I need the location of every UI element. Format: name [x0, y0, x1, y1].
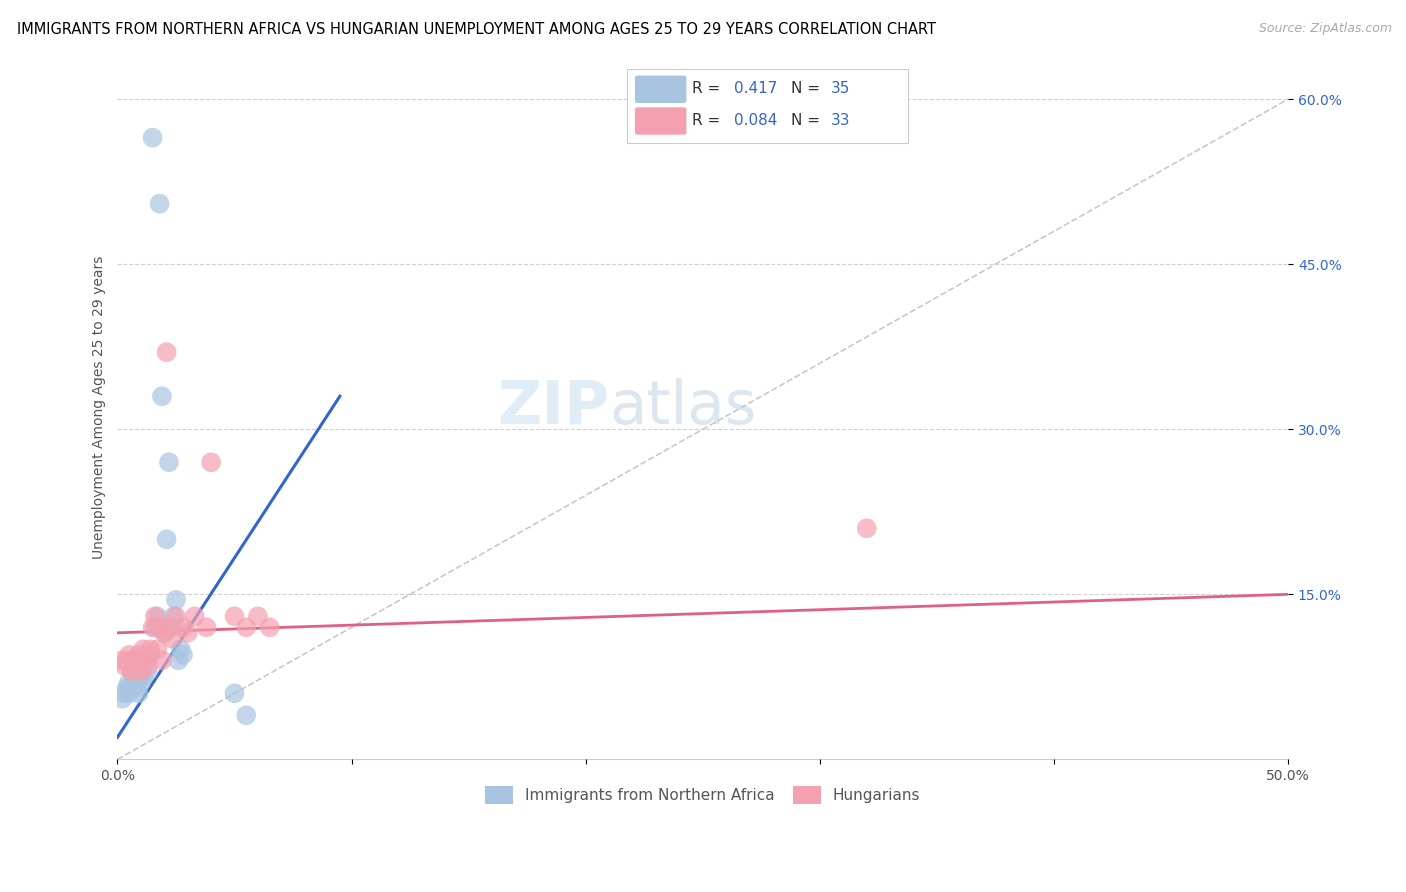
FancyBboxPatch shape	[627, 70, 908, 144]
Point	[146, 609, 169, 624]
Legend: Immigrants from Northern Africa, Hungarians: Immigrants from Northern Africa, Hungari…	[478, 779, 928, 812]
Point	[136, 665, 159, 679]
Text: 0.417: 0.417	[734, 81, 778, 96]
Point	[128, 648, 150, 662]
Point	[224, 686, 246, 700]
Text: N =: N =	[790, 113, 824, 128]
Point	[135, 653, 157, 667]
Point	[125, 653, 148, 667]
Point	[125, 681, 148, 695]
Point	[259, 620, 281, 634]
Point	[132, 670, 155, 684]
Point	[125, 665, 148, 679]
Point	[136, 658, 159, 673]
Text: ZIP: ZIP	[498, 377, 609, 437]
Point	[143, 609, 166, 624]
Point	[122, 658, 145, 673]
Text: R =: R =	[692, 81, 725, 96]
Point	[150, 389, 173, 403]
Point	[143, 620, 166, 634]
Point	[153, 625, 176, 640]
Point	[121, 665, 143, 679]
Text: N =: N =	[790, 81, 824, 96]
Point	[156, 345, 179, 359]
Point	[146, 642, 169, 657]
Point	[129, 658, 152, 673]
Point	[142, 130, 165, 145]
Point	[172, 648, 194, 662]
Point	[246, 609, 269, 624]
Text: Source: ZipAtlas.com: Source: ZipAtlas.com	[1258, 22, 1392, 36]
Point	[118, 675, 141, 690]
Point	[132, 642, 155, 657]
Point	[115, 653, 138, 667]
Point	[111, 653, 134, 667]
Point	[157, 455, 180, 469]
Point	[153, 625, 176, 640]
Point	[165, 592, 187, 607]
Point	[156, 533, 179, 547]
Point	[169, 642, 191, 657]
Point	[195, 620, 218, 634]
Point	[149, 196, 172, 211]
FancyBboxPatch shape	[636, 107, 686, 135]
FancyBboxPatch shape	[636, 76, 686, 103]
Point	[114, 686, 136, 700]
Point	[118, 648, 141, 662]
Text: 35: 35	[831, 81, 849, 96]
Point	[235, 620, 257, 634]
Point	[855, 521, 877, 535]
Point	[183, 609, 205, 624]
Point	[118, 686, 141, 700]
Point	[129, 675, 152, 690]
Point	[160, 632, 183, 646]
Point	[115, 681, 138, 695]
Point	[162, 609, 184, 624]
Y-axis label: Unemployment Among Ages 25 to 29 years: Unemployment Among Ages 25 to 29 years	[93, 256, 107, 559]
Text: atlas: atlas	[609, 377, 756, 437]
Point	[128, 686, 150, 700]
Point	[135, 653, 157, 667]
Point	[167, 653, 190, 667]
Point	[111, 691, 134, 706]
Point	[150, 653, 173, 667]
Text: R =: R =	[692, 113, 725, 128]
Point	[121, 681, 143, 695]
Point	[139, 642, 162, 657]
Point	[235, 708, 257, 723]
Point	[114, 658, 136, 673]
Point	[122, 653, 145, 667]
Point	[224, 609, 246, 624]
Point	[149, 620, 172, 634]
Point	[139, 648, 162, 662]
Text: 0.084: 0.084	[734, 113, 778, 128]
Point	[157, 620, 180, 634]
Point	[200, 455, 222, 469]
Text: IMMIGRANTS FROM NORTHERN AFRICA VS HUNGARIAN UNEMPLOYMENT AMONG AGES 25 TO 29 YE: IMMIGRANTS FROM NORTHERN AFRICA VS HUNGA…	[17, 22, 936, 37]
Point	[142, 620, 165, 634]
Point	[129, 665, 152, 679]
Point	[121, 665, 143, 679]
Point	[160, 620, 183, 634]
Point	[172, 620, 194, 634]
Point	[128, 670, 150, 684]
Point	[122, 675, 145, 690]
Point	[165, 609, 187, 624]
Text: 33: 33	[831, 113, 851, 128]
Point	[176, 625, 198, 640]
